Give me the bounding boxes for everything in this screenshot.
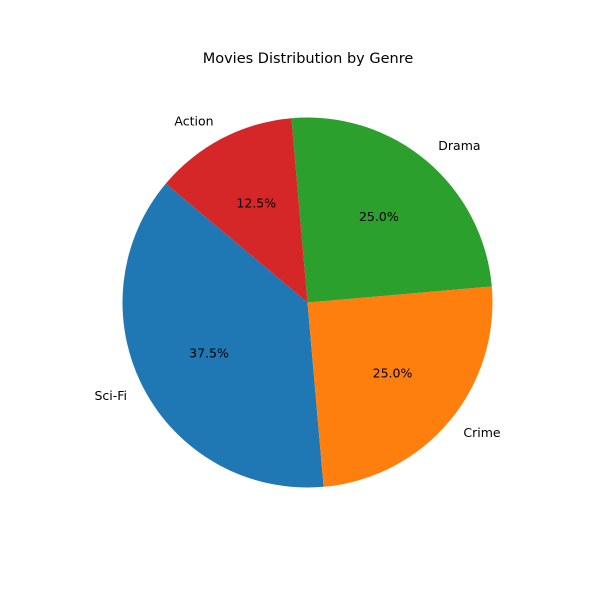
slice-percentage-label: 25.0% [359, 209, 399, 224]
pie-slice-drama [291, 117, 492, 303]
chart-title: Movies Distribution by Genre [203, 51, 414, 67]
slice-label: Crime [463, 425, 501, 440]
slice-percentage-label: 37.5% [189, 345, 229, 360]
slice-label: Sci-Fi [94, 388, 127, 403]
pie-slices [122, 117, 493, 488]
slice-percentage-label: 25.0% [373, 365, 413, 380]
pie-slice-sci-fi [122, 183, 324, 488]
pie-slice-action [165, 118, 308, 303]
pie-slice-crime [307, 286, 493, 487]
pie-labels: Sci-Fi 37.5% Crime 25.0% Drama 25.0% Action 12.… [94, 113, 500, 439]
slice-label: Action [174, 113, 213, 128]
slice-label: Drama [438, 138, 480, 153]
slice-percentage-label: 12.5% [236, 196, 276, 211]
